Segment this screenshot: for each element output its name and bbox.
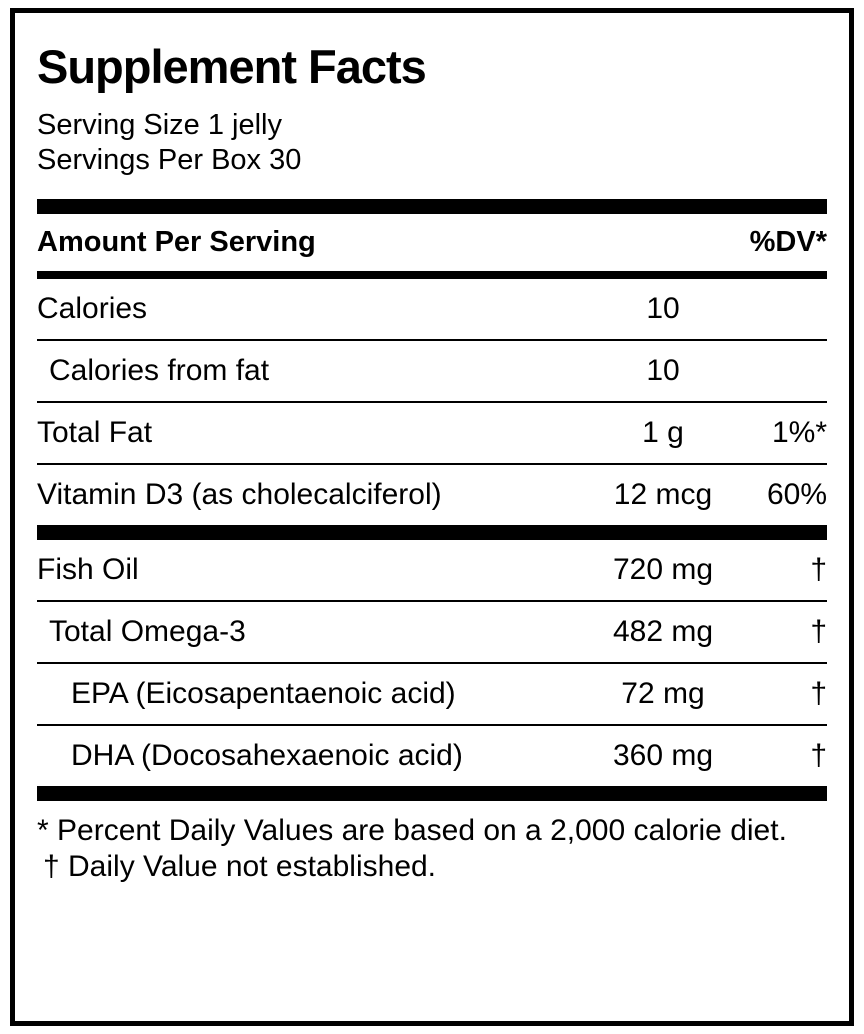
nutrient-dv: † [810, 552, 827, 586]
nutrient-amount: 10 [646, 353, 680, 387]
percent-dv-header: %DV* [749, 225, 827, 258]
nutrient-name: EPA (Eicosapentaenoic acid) [71, 676, 456, 710]
nutrient-name: Calories [37, 291, 148, 325]
nutrient-amount: 10 [646, 291, 680, 325]
nutrient-name: Fish Oil [37, 552, 139, 586]
divider-bar-top [37, 198, 827, 214]
footnote-text: † Daily Value not established. [43, 850, 437, 884]
nutrient-amount: 482 mg [612, 614, 714, 648]
nutrient-amount: 720 mg [612, 552, 714, 586]
nutrient-dv: † [810, 738, 827, 772]
nutrient-name: DHA (Docosahexaenoic acid) [71, 738, 463, 772]
supplement-facts-panel: Supplement Facts Serving Size 1 jelly Se… [10, 8, 854, 1026]
servings-per-box-text: Servings Per Box 30 [37, 144, 302, 177]
footnote-text: * Percent Daily Values are based on a 2,… [37, 813, 787, 847]
footnotes: * Percent Daily Values are based on a 2,… [37, 813, 827, 886]
nutrient-row: Total Omega-3 482 mg † [37, 599, 827, 662]
nutrient-row: Calories from fat 10 [37, 338, 827, 401]
nutrient-name: Total Fat [37, 415, 153, 449]
nutrient-dv: † [810, 614, 827, 648]
nutrient-row: Fish Oil 720 mg † [37, 540, 827, 600]
nutrient-row: EPA (Eicosapentaenoic acid) 72 mg † [37, 661, 827, 724]
nutrients-group-fish-oil: Fish Oil 720 mg † Total Omega-3 482 mg † EPA (… [37, 540, 827, 786]
nutrient-dv: 1%* [771, 415, 827, 449]
nutrient-row: DHA (Docosahexaenoic acid) 360 mg † [37, 723, 827, 786]
panel-title: Supplement Facts [37, 40, 427, 93]
divider-bar-middle [37, 524, 827, 540]
nutrient-amount: 360 mg [612, 738, 714, 772]
nutrient-dv: † [810, 676, 827, 710]
nutrient-amount: 1 g [642, 415, 684, 449]
nutrient-row: Total Fat 1 g 1%* [37, 400, 827, 463]
nutrient-name: Total Omega-3 [49, 614, 246, 648]
nutrients-group-main: Calories 10 Calories from fat 10 Total Fat 1 … [37, 279, 827, 525]
nutrient-row: Vitamin D3 (as cholecalciferol) 12 mcg 60% [37, 462, 827, 525]
nutrient-amount: 72 mg [621, 676, 705, 710]
nutrient-row: Calories 10 [37, 279, 827, 339]
nutrient-name: Calories from fat [49, 353, 270, 387]
divider-bar-bottom [37, 785, 827, 801]
nutrient-name: Vitamin D3 (as cholecalciferol) [37, 477, 442, 511]
amount-per-serving-header: Amount Per Serving [37, 225, 316, 258]
nutrient-dv: 60% [766, 477, 827, 511]
nutrient-amount: 12 mcg [613, 477, 713, 511]
serving-size-text: Serving Size 1 jelly [37, 109, 282, 141]
column-header-row: Amount Per Serving %DV* [37, 214, 827, 279]
